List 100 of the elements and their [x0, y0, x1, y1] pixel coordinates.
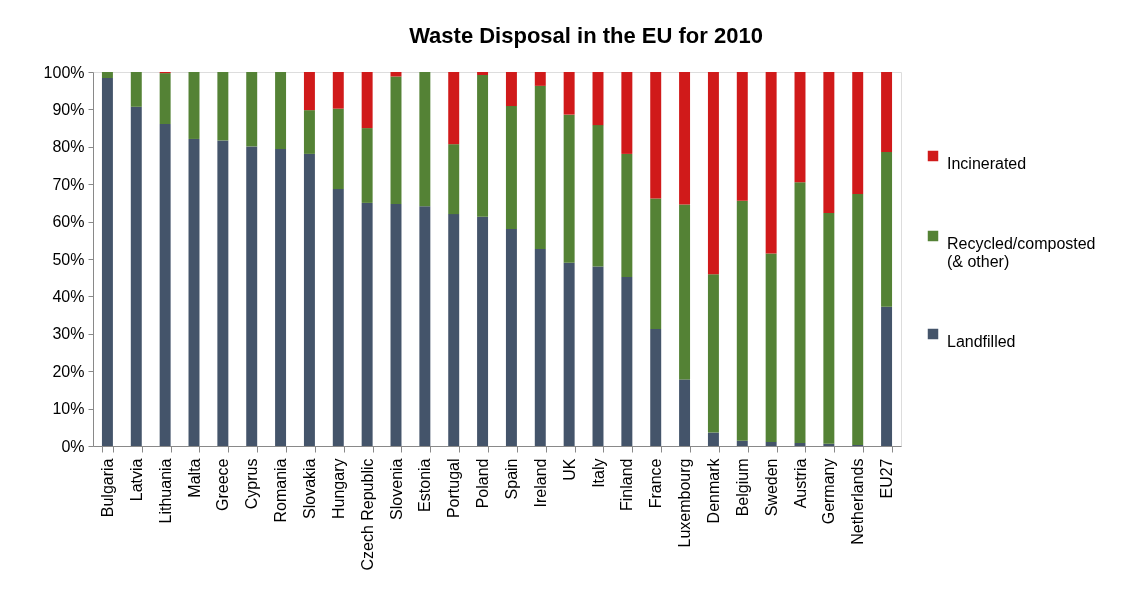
bar — [477, 74, 489, 217]
bar — [823, 213, 835, 444]
bar — [534, 85, 546, 249]
bar — [130, 72, 142, 107]
x-tick-label: Luxembourg — [676, 458, 694, 548]
bar — [765, 72, 777, 254]
x-tick-label: Belgium — [733, 458, 751, 517]
bar — [592, 125, 604, 267]
y-tick-label: 90% — [52, 100, 85, 118]
bar — [390, 204, 402, 446]
bar — [563, 114, 575, 263]
bar — [852, 72, 864, 194]
x-tick-label: Austria — [791, 458, 809, 509]
y-tick-label: 40% — [52, 287, 85, 305]
bar — [217, 72, 229, 141]
y-tick-label: 0% — [61, 437, 85, 455]
y-tick-label: 20% — [52, 362, 85, 380]
y-tick-label: 60% — [52, 213, 85, 231]
bar — [707, 432, 719, 446]
bar — [736, 72, 748, 201]
bar — [881, 306, 893, 446]
bar — [303, 72, 315, 111]
bar — [679, 72, 691, 205]
bar — [477, 216, 489, 446]
bar — [707, 72, 719, 275]
x-tick-label: Hungary — [329, 458, 347, 519]
y-tick-label: 80% — [52, 138, 85, 156]
bar — [130, 106, 142, 446]
bar — [361, 72, 373, 129]
bar — [650, 328, 662, 446]
bar — [621, 276, 633, 446]
bar — [765, 441, 777, 446]
bar — [448, 214, 460, 446]
bar — [794, 182, 806, 444]
bar — [852, 193, 864, 445]
bar — [275, 149, 287, 446]
y-tick-label: 100% — [43, 63, 85, 81]
bar — [419, 72, 431, 207]
y-tick-label: 50% — [52, 250, 85, 268]
bar — [736, 440, 748, 446]
y-tick-label: 70% — [52, 175, 85, 193]
bar — [621, 72, 633, 154]
x-tick-label: Italy — [589, 458, 607, 488]
bar — [505, 72, 517, 107]
x-tick-label: Finland — [618, 458, 636, 511]
x-tick-label: Cyprus — [243, 458, 261, 510]
legend-label: Incinerated — [947, 155, 1027, 172]
bar — [794, 72, 806, 183]
bar — [448, 72, 460, 145]
x-tick-label: EU27 — [878, 458, 896, 499]
bar — [419, 206, 431, 446]
bar — [765, 253, 777, 442]
bar — [563, 72, 575, 115]
bar — [188, 138, 200, 446]
bar — [592, 266, 604, 446]
bar — [332, 108, 344, 190]
x-tick-label: Poland — [474, 458, 492, 509]
x-tick-label: Czech Republic — [358, 458, 376, 571]
bar — [881, 72, 893, 153]
x-tick-label: Greece — [214, 458, 232, 511]
bar — [448, 144, 460, 215]
x-tick-label: France — [647, 458, 665, 509]
x-tick-label: Germany — [820, 458, 838, 525]
bar — [101, 72, 113, 78]
bar — [534, 248, 546, 446]
bar — [390, 76, 402, 205]
x-tick-label: Spain — [502, 458, 520, 500]
bar — [794, 443, 806, 446]
x-tick-label: Portugal — [445, 458, 463, 519]
bar — [650, 72, 662, 199]
bar — [188, 72, 200, 139]
bar — [159, 123, 171, 446]
bar — [361, 202, 373, 446]
x-tick-label: Lithuania — [156, 458, 174, 524]
x-tick-label: UK — [560, 458, 578, 481]
bar — [246, 72, 258, 147]
bar — [217, 140, 229, 446]
bar — [736, 200, 748, 441]
bar — [477, 72, 489, 75]
bar — [650, 198, 662, 329]
bar — [303, 153, 315, 446]
bar — [679, 379, 691, 446]
y-tick-label: 10% — [52, 400, 85, 418]
bar — [246, 146, 258, 446]
y-tick-label: 30% — [52, 325, 85, 343]
bar — [361, 128, 373, 203]
bar — [823, 72, 835, 213]
chart-title: Waste Disposal in the EU for 2010 — [409, 23, 763, 48]
bar — [534, 72, 546, 86]
bar — [707, 274, 719, 433]
x-tick-label: Romania — [272, 458, 290, 523]
x-tick-label: Latvia — [127, 458, 145, 502]
x-tick-label: Denmark — [704, 457, 722, 524]
bar — [592, 72, 604, 126]
x-tick-label: Estonia — [416, 458, 434, 512]
bar — [159, 73, 171, 124]
x-tick-label: Netherlands — [849, 458, 867, 545]
bar — [505, 106, 517, 230]
bar — [303, 110, 315, 154]
bar — [332, 72, 344, 109]
